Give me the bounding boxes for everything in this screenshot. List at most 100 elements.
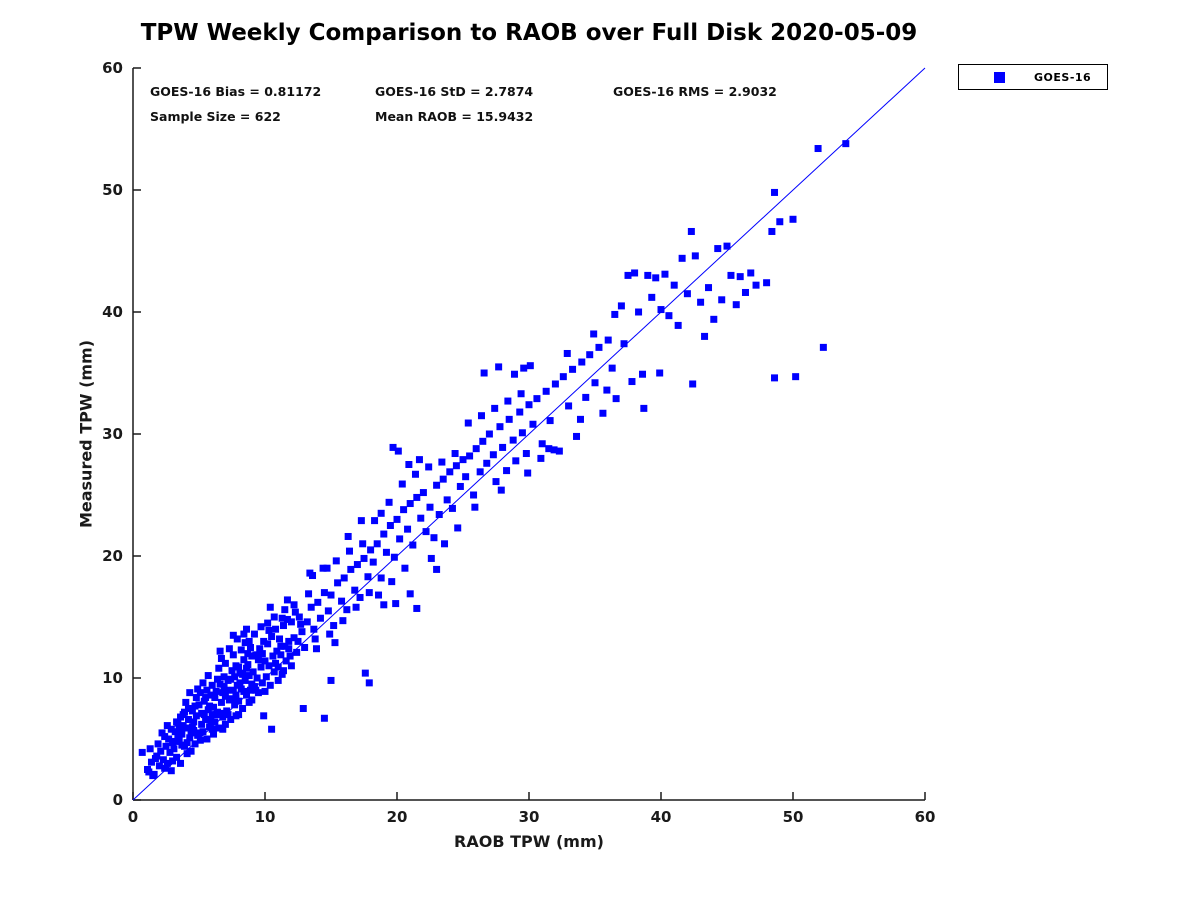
scatter-point: [509, 436, 517, 444]
scatter-point: [266, 603, 274, 611]
scatter-point: [239, 670, 247, 678]
scatter-point: [268, 725, 276, 733]
scatter-point: [293, 648, 301, 656]
scatter-point: [661, 270, 669, 278]
scatter-point: [441, 540, 449, 548]
scatter-point: [281, 642, 289, 650]
scatter-point: [235, 663, 243, 671]
scatter-point: [253, 674, 261, 682]
scatter-point: [272, 659, 280, 667]
scatter-point: [199, 728, 207, 736]
scatter-point: [184, 715, 192, 723]
scatter-point: [546, 417, 554, 425]
scatter-point: [303, 618, 311, 626]
scatter-point: [249, 668, 257, 676]
scatter-point: [505, 415, 513, 423]
scatter-point: [401, 564, 409, 572]
scatter-point: [290, 634, 298, 642]
scatter-point: [171, 728, 179, 736]
scatter-point: [435, 511, 443, 519]
x-tick-label: 30: [519, 808, 540, 826]
scatter-point: [217, 654, 225, 662]
scatter-point: [427, 554, 435, 562]
scatter-point: [173, 753, 181, 761]
scatter-point: [161, 733, 169, 741]
x-tick-label: 40: [651, 808, 672, 826]
scatter-point: [213, 675, 221, 683]
scatter-point: [177, 759, 185, 767]
scatter-point: [258, 679, 266, 687]
scatter-point: [146, 745, 154, 753]
scatter-point: [789, 215, 797, 223]
scatter-point: [254, 689, 262, 697]
scatter-point: [518, 429, 526, 437]
scatter-point: [240, 630, 248, 638]
scatter-point: [281, 606, 289, 614]
scatter-point: [595, 343, 603, 351]
scatter-point: [295, 613, 303, 621]
scatter-point: [283, 596, 291, 604]
scatter-point: [261, 657, 269, 665]
scatter-point: [640, 404, 648, 412]
scatter-point: [586, 351, 594, 359]
scatter-point: [220, 683, 228, 691]
scatter-point: [389, 443, 397, 451]
scatter-point: [216, 709, 224, 717]
scatter-point: [405, 461, 413, 468]
scatter-point: [244, 661, 252, 669]
stat-sample-size: Sample Size = 622: [150, 109, 281, 124]
scatter-point: [203, 735, 211, 743]
scatter-point: [236, 679, 244, 687]
scatter-point: [204, 672, 212, 680]
scatter-point: [385, 498, 393, 506]
scatter-point: [510, 370, 518, 378]
scatter-point: [161, 764, 169, 772]
scatter-point: [274, 663, 282, 671]
scatter-point: [211, 694, 219, 702]
scatter-point: [211, 718, 219, 726]
scatter-point: [425, 463, 433, 471]
scatter-point: [167, 725, 175, 733]
scatter-point: [344, 532, 352, 540]
scatter-point: [192, 712, 200, 720]
scatter-point: [705, 284, 713, 292]
scatter-point: [212, 687, 220, 695]
scatter-point: [456, 482, 464, 490]
scatter-point: [301, 644, 309, 651]
x-tick-label: 10: [255, 808, 276, 826]
scatter-point: [426, 503, 434, 511]
scatter-point: [665, 312, 673, 320]
scatter-point: [196, 736, 204, 744]
scatter-point: [483, 459, 491, 467]
scatter-point: [278, 670, 286, 678]
scatter-point: [246, 644, 254, 651]
scatter-point: [274, 676, 282, 684]
scatter-point: [365, 589, 373, 597]
y-tick-label: 40: [102, 303, 123, 321]
scatter-point: [520, 364, 528, 372]
y-tick-label: 20: [102, 547, 123, 565]
scatter-point: [603, 386, 611, 394]
scatter-point: [235, 697, 243, 705]
scatter-point: [163, 759, 171, 767]
scatter-point: [611, 310, 619, 318]
scatter-point: [452, 462, 460, 470]
scatter-point: [219, 713, 227, 721]
scatter-point: [472, 445, 480, 453]
scatter-point: [182, 698, 190, 706]
x-tick-label: 0: [128, 808, 138, 826]
scatter-point: [377, 509, 385, 517]
scatter-point: [320, 714, 328, 722]
scatter-point: [375, 591, 383, 599]
scatter-point: [591, 379, 599, 387]
scatter-point: [314, 598, 322, 606]
scatter-point: [206, 702, 214, 710]
scatter-point: [159, 756, 167, 764]
scatter-point: [150, 770, 158, 778]
scatter-point: [670, 281, 678, 289]
scatter-point: [687, 227, 695, 235]
scatter-point: [590, 330, 598, 338]
scatter-point: [184, 705, 192, 712]
